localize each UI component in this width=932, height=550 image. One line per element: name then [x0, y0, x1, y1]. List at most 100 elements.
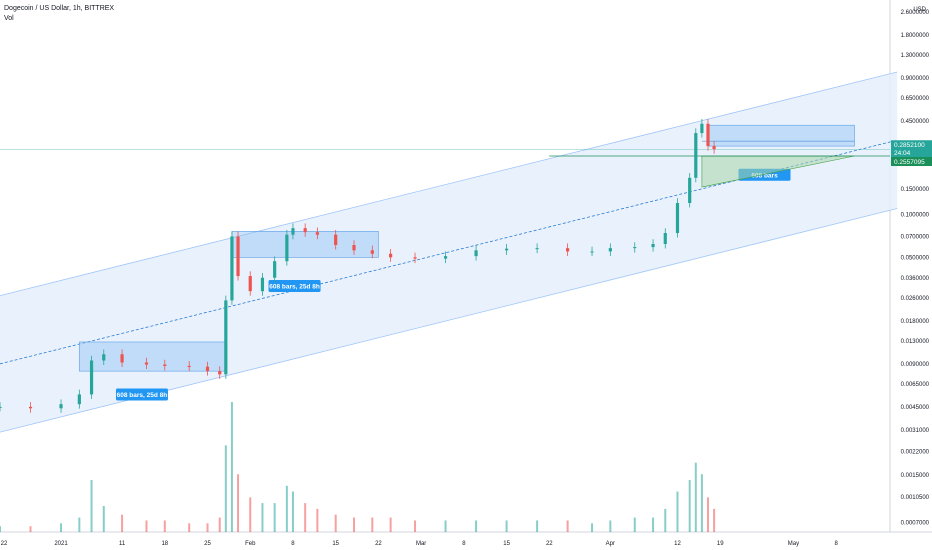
range-1-label-bg: [115, 388, 168, 401]
range-3-box[interactable]: [707, 124, 855, 147]
volume-bar: [700, 474, 703, 532]
price-candle: [273, 261, 277, 278]
volume-bar: [224, 445, 227, 532]
time-tick-label: May: [788, 541, 799, 547]
range-2-label: 608 bars, 25d 8h: [269, 284, 320, 291]
time-tick-label: Feb: [245, 541, 256, 547]
time-tick-label: 19: [717, 541, 724, 547]
price-candle: [315, 232, 319, 235]
price-tick-label: 0.0045000: [901, 405, 930, 411]
volume-bar: [237, 474, 240, 532]
volume-bar: [633, 517, 636, 532]
volume-bar: [707, 497, 709, 532]
symbol-title: Dogecoin / US Dollar, 1h, BITTREX: [4, 5, 115, 12]
time-tick-label: Mar: [416, 541, 426, 547]
volume-bar: [536, 520, 539, 532]
price-candle: [675, 202, 680, 234]
price-candle: [230, 236, 234, 301]
price-candle: [224, 300, 228, 375]
volume-bar: [444, 520, 447, 532]
price-tick-label: 0.0180000: [901, 319, 930, 325]
price-candle: [248, 276, 252, 292]
time-tick-label: 22: [375, 541, 382, 547]
price-candle: [443, 256, 448, 259]
time-tick-label: 15: [332, 541, 339, 547]
price-candle: [218, 371, 222, 375]
time-tick-label: Apr: [606, 541, 615, 547]
time-tick-label: 25: [204, 541, 211, 547]
volume-bar: [652, 517, 655, 532]
volume-bar: [60, 523, 63, 532]
price-candle: [59, 404, 63, 409]
price-tick-label: 0.0260000: [901, 296, 930, 302]
volume-bar: [694, 462, 697, 532]
price-tick-label: 0.0130000: [901, 339, 930, 345]
price-tick-label: 0.4500000: [901, 119, 930, 125]
volume-bar: [78, 517, 81, 532]
price-candle: [260, 277, 265, 292]
price-candle: [706, 123, 710, 147]
range-1-box[interactable]: [79, 341, 227, 372]
price-candle: [89, 360, 94, 395]
volume-bar: [188, 523, 191, 532]
price-tick-label: 0.0010500: [901, 495, 930, 501]
price-candle: [0, 406, 2, 408]
price-tick-label: 0.9000000: [901, 76, 930, 82]
volume-bar: [414, 520, 417, 532]
volume-bar: [0, 526, 1, 532]
volume-bar: [475, 520, 478, 532]
volume-bar: [90, 480, 93, 532]
price-candle: [187, 365, 191, 367]
time-tick-label: 11: [119, 541, 126, 547]
price-candle: [633, 247, 637, 249]
candle-countdown: 24:04: [894, 150, 911, 157]
price-candle: [608, 248, 612, 252]
time-tick-label: 22: [1, 541, 8, 547]
price-candle: [303, 228, 307, 233]
price-tick-label: 0.0700000: [901, 234, 930, 240]
range-3-label: 608 bars: [751, 172, 778, 179]
volume-bar: [334, 514, 337, 532]
ref-price-value: 0.2557095: [894, 159, 925, 166]
last-price-tag: [891, 140, 932, 159]
volume-bar: [304, 503, 307, 532]
volume-bar: [676, 491, 679, 532]
volume-label: Vol: [4, 15, 14, 22]
channel-upper-line: [0, 71, 898, 297]
price-tick-label: 0.0031000: [901, 428, 930, 434]
price-candle: [77, 394, 81, 405]
volume-bar: [713, 508, 716, 532]
price-candle: [102, 354, 106, 361]
price-tick-label: 0.0022000: [901, 449, 930, 455]
price-tick-label: 0.0065000: [901, 382, 930, 388]
price-candle: [352, 245, 356, 251]
time-tick-label: 15: [503, 541, 510, 547]
time-tick-label: 8: [462, 541, 466, 547]
price-candle: [413, 257, 417, 259]
volume-bar: [145, 520, 148, 532]
volume-bar: [121, 514, 124, 532]
price-candle: [566, 248, 570, 252]
price-candle: [370, 250, 374, 254]
price-candle: [712, 146, 716, 150]
price-candle: [291, 228, 295, 235]
price-tick-label: 2.6000000: [901, 10, 930, 16]
volume-bar: [273, 503, 276, 532]
price-tick-label: 0.1000000: [901, 212, 930, 218]
price-candle: [651, 243, 655, 248]
price-candle: [285, 234, 289, 262]
volume-bar: [102, 506, 105, 532]
volume-bar: [609, 520, 612, 532]
volume-bar: [566, 520, 569, 532]
price-candle: [590, 251, 594, 253]
price-candle: [504, 248, 509, 251]
ref-price-tag: [891, 157, 932, 167]
volume-bar: [218, 517, 221, 532]
time-tick-label: 8: [291, 541, 295, 547]
range-1-label: 608 bars, 25d 8h: [117, 392, 168, 399]
price-tick-label: 0.0360000: [901, 276, 930, 282]
price-tick-label: 0.6500000: [901, 96, 930, 102]
price-tick-label: 1.3000000: [901, 53, 930, 59]
price-candle: [236, 236, 240, 277]
